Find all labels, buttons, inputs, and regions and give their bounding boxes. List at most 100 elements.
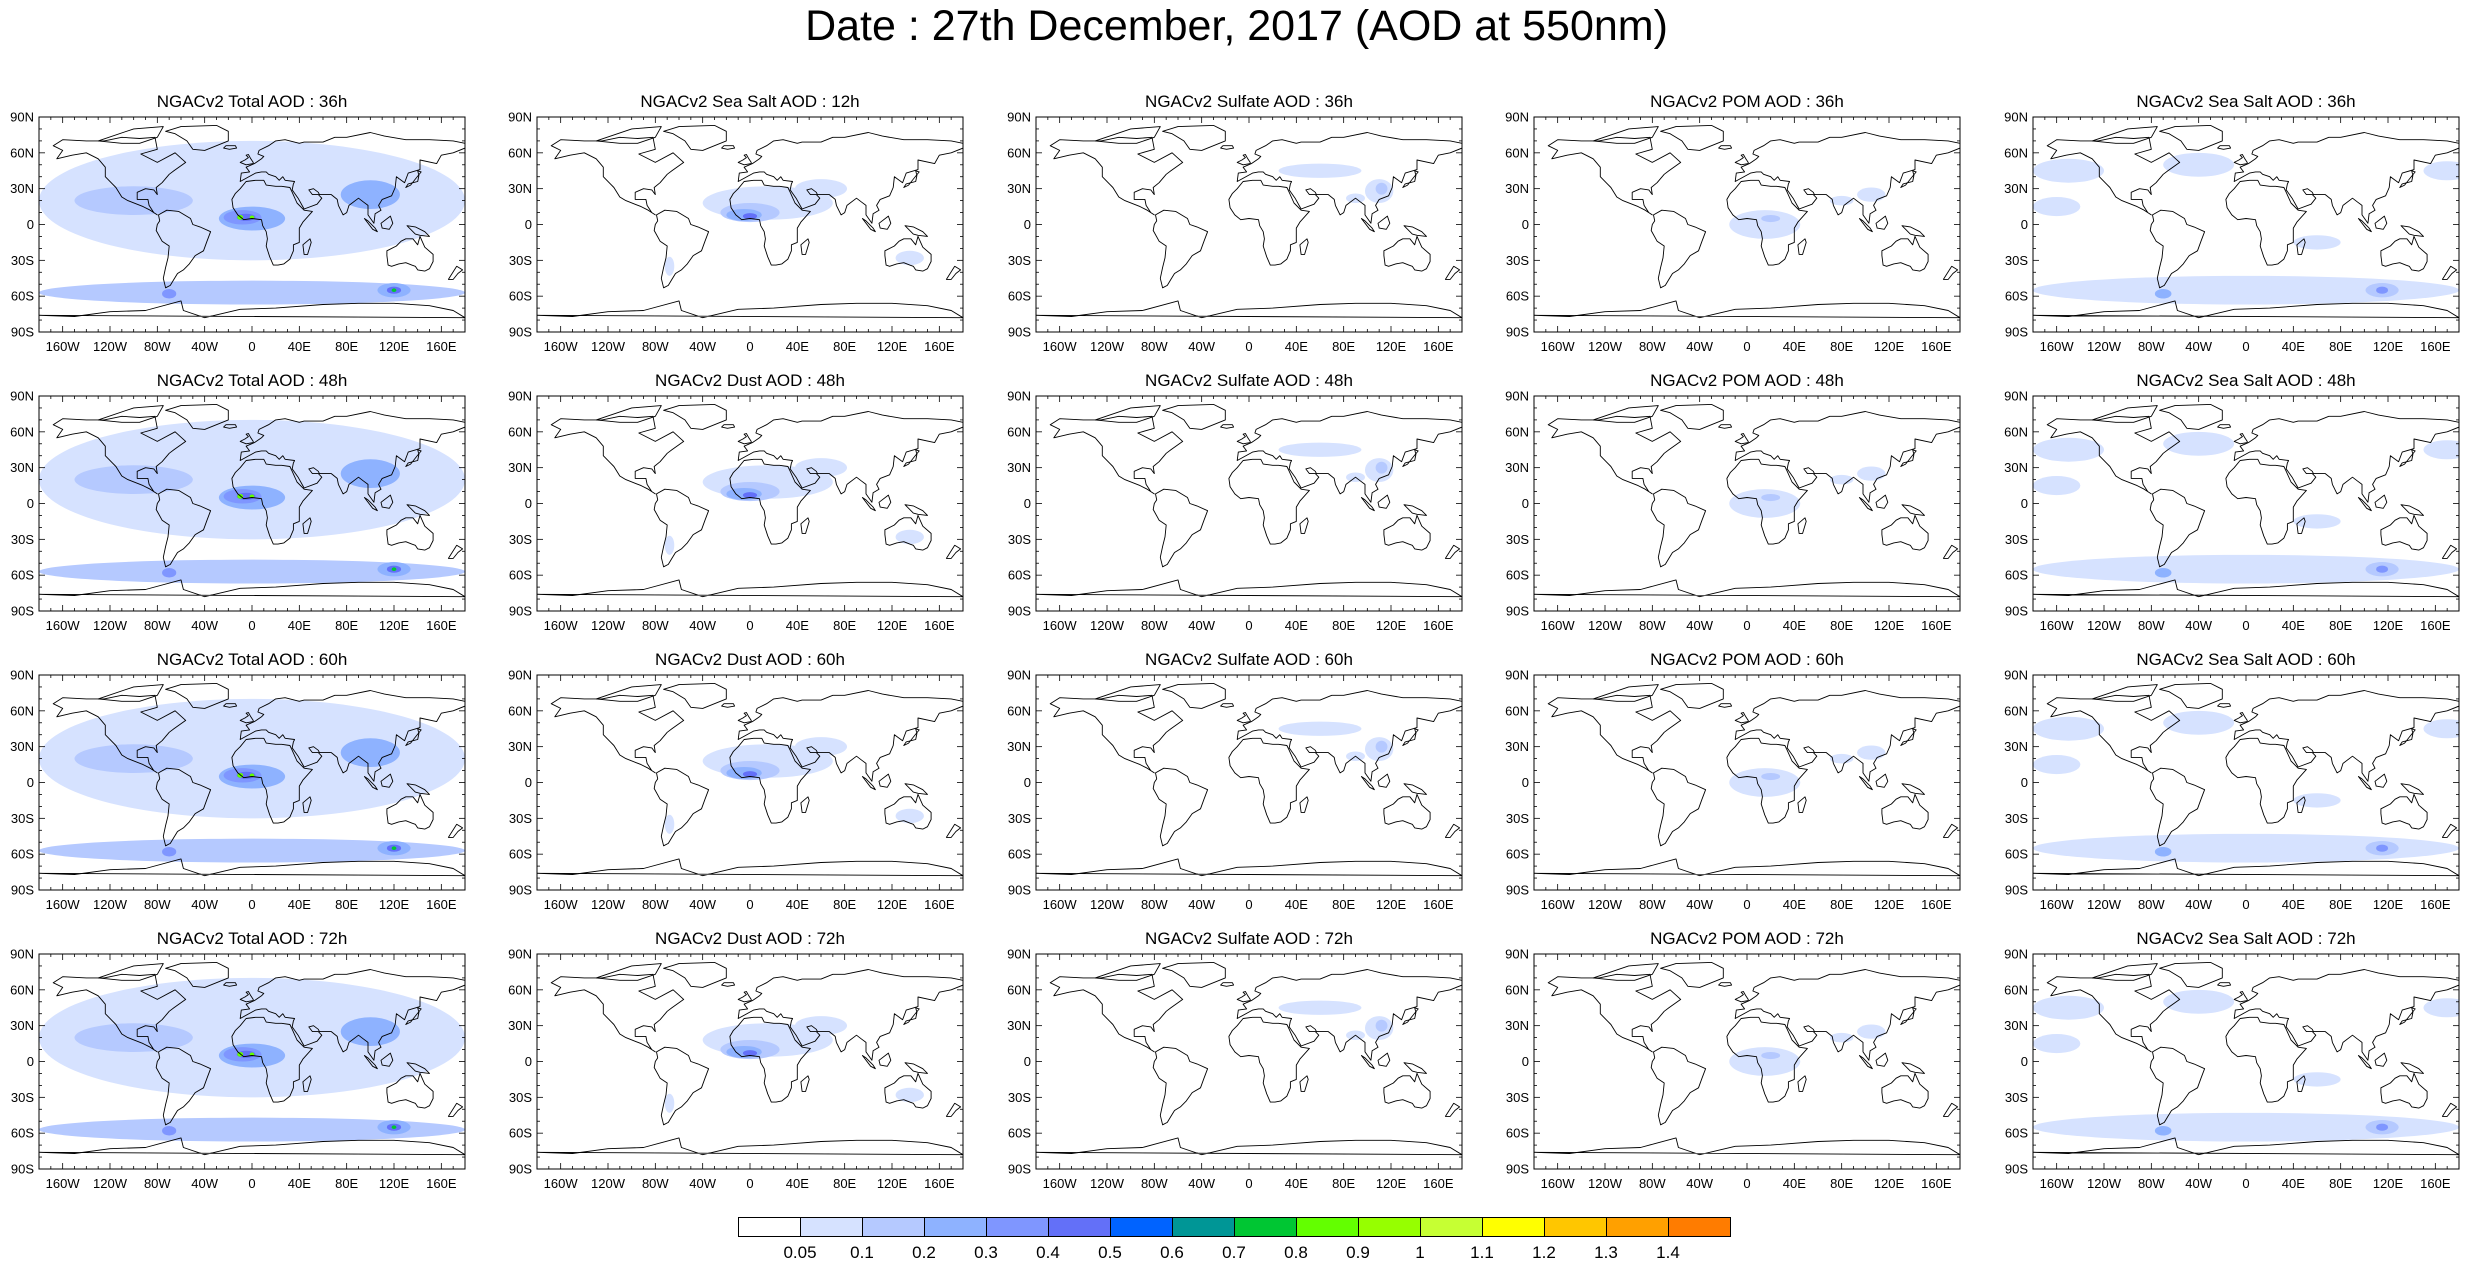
lat-tick-label: 0: [525, 496, 532, 511]
lon-tick-label: 40E: [288, 339, 311, 354]
world-map: 90N 60N 30N 0 30S 60S 90S 160W 120W 80W 40W 0 40E 80E…: [508, 110, 964, 354]
coastline: [223, 145, 238, 150]
coastline: [1881, 1072, 1929, 1109]
lat-tick-label: 30N: [2004, 460, 2028, 475]
world-map: 90N 60N 30N 0 30S 60S 90S 160W 120W 80W 40W 0 40E 80E…: [508, 389, 964, 633]
coastline: [800, 796, 810, 813]
lon-tick-label: 80W: [642, 339, 669, 354]
coastline: [2033, 858, 2459, 877]
lon-tick-label: 80E: [833, 897, 856, 912]
lat-tick-label: 60N: [1007, 703, 1031, 718]
world-map: 90N 60N 30N 0 30S 60S 90S 160W 120W 80W 40W 0 40E 80E…: [508, 947, 964, 1191]
lon-tick-label: 120W: [93, 897, 128, 912]
lat-tick-label: 90S: [509, 325, 532, 340]
coastline: [406, 783, 430, 795]
coastline: [1592, 963, 1659, 981]
lat-tick-label: 60S: [11, 568, 34, 583]
lon-tick-label: 160E: [426, 339, 457, 354]
aod-contour: [162, 1126, 177, 1136]
lon-tick-label: 80E: [335, 339, 358, 354]
coastline: [1901, 225, 1925, 237]
lon-tick-label: 160E: [2420, 1176, 2451, 1191]
lat-tick-label: 30N: [1007, 739, 1031, 754]
lon-tick-label: 120E: [379, 897, 410, 912]
coastline: [1036, 300, 1462, 319]
coastline: [737, 411, 963, 503]
lon-tick-label: 120W: [1090, 897, 1125, 912]
lat-tick-label: 30N: [508, 460, 532, 475]
lat-tick-label: 30N: [2004, 1018, 2028, 1033]
lat-tick-label: 30N: [508, 1018, 532, 1033]
lon-tick-label: 40E: [786, 618, 809, 633]
lat-tick-label: 0: [2021, 775, 2028, 790]
coastline: [1299, 796, 1309, 813]
coastline: [550, 415, 685, 495]
lon-tick-label: 80E: [335, 897, 358, 912]
aod-contour: [74, 1023, 193, 1052]
panel-title: NGACv2 Sea Salt AOD : 12h: [640, 92, 860, 111]
coastline: [2091, 963, 2158, 981]
coastline: [1858, 1055, 1873, 1070]
aod-contour: [2293, 1072, 2341, 1087]
coastline: [405, 1007, 422, 1025]
lat-tick-label: 30N: [2004, 739, 2028, 754]
lon-tick-label: 160W: [46, 618, 81, 633]
lat-tick-label: 60N: [508, 424, 532, 439]
coastline: [1402, 170, 1419, 188]
coastline: [2225, 737, 2307, 824]
lon-tick-label: 160E: [924, 897, 955, 912]
aod-contour: [340, 738, 400, 767]
coastline: [155, 209, 212, 289]
aod-contour: [1729, 1047, 1801, 1076]
coastline: [1718, 703, 1733, 708]
lon-tick-label: 80E: [1332, 897, 1355, 912]
coastline: [2217, 703, 2232, 708]
coastline: [2033, 579, 2459, 598]
coastline: [663, 124, 727, 151]
lat-tick-label: 30N: [1007, 460, 1031, 475]
aod-contour: [1857, 466, 1886, 481]
aod-contour: [39, 698, 465, 819]
lon-tick-label: 80W: [144, 1176, 171, 1191]
aod-contour: [664, 1093, 675, 1113]
coastline: [2159, 403, 2223, 430]
coastline: [1592, 126, 1659, 144]
coastline: [861, 218, 876, 233]
lat-tick-label: 60N: [508, 703, 532, 718]
coastline: [721, 145, 736, 150]
coastline: [737, 991, 752, 1003]
coastline: [1900, 728, 1917, 746]
lat-tick-label: 60N: [508, 982, 532, 997]
lat-tick-label: 90S: [2005, 1162, 2028, 1177]
aod-contour: [2423, 998, 2459, 1018]
coastline: [2380, 793, 2428, 830]
world-map: 90N 60N 30N 0 30S 60S 90S 160W 120W 80W 40W 0 40E 80E…: [1007, 668, 1463, 912]
world-map: 90N 60N 30N 0 30S 60S 90S 160W 120W 80W 40W 0 40E 80E…: [10, 947, 466, 1191]
colorbar-tick-label: 0.2: [912, 1243, 936, 1262]
lat-tick-label: 30S: [1506, 253, 1529, 268]
coastline: [1734, 991, 1749, 1003]
lon-tick-label: 0: [2242, 339, 2249, 354]
coastline: [2217, 982, 2232, 987]
aod-contour: [2154, 847, 2172, 857]
lat-tick-label: 60N: [508, 145, 532, 160]
lon-tick-label: 160W: [2040, 1176, 2075, 1191]
lat-tick-label: 90N: [1505, 389, 1529, 404]
aod-field: [664, 179, 924, 276]
coastline: [2233, 411, 2459, 503]
coastline: [1881, 793, 1929, 830]
coastline: [2233, 433, 2248, 445]
coastline: [1152, 767, 1209, 847]
coastline: [1377, 1052, 1391, 1067]
lon-tick-label: 160E: [2420, 618, 2451, 633]
coastlines: [1036, 682, 1462, 877]
coastline: [2159, 682, 2223, 709]
aod-field: [1729, 745, 1886, 797]
world-map: 90N 60N 30N 0 30S 60S 90S 160W 120W 80W 40W 0 40E 80E…: [1007, 110, 1463, 354]
lat-tick-label: 90S: [509, 1162, 532, 1177]
coastline: [1547, 694, 1682, 774]
coastline: [1152, 1046, 1209, 1126]
coastline: [2441, 265, 2458, 280]
lon-tick-label: 120E: [1376, 1176, 1407, 1191]
lat-tick-label: 0: [27, 1054, 34, 1069]
